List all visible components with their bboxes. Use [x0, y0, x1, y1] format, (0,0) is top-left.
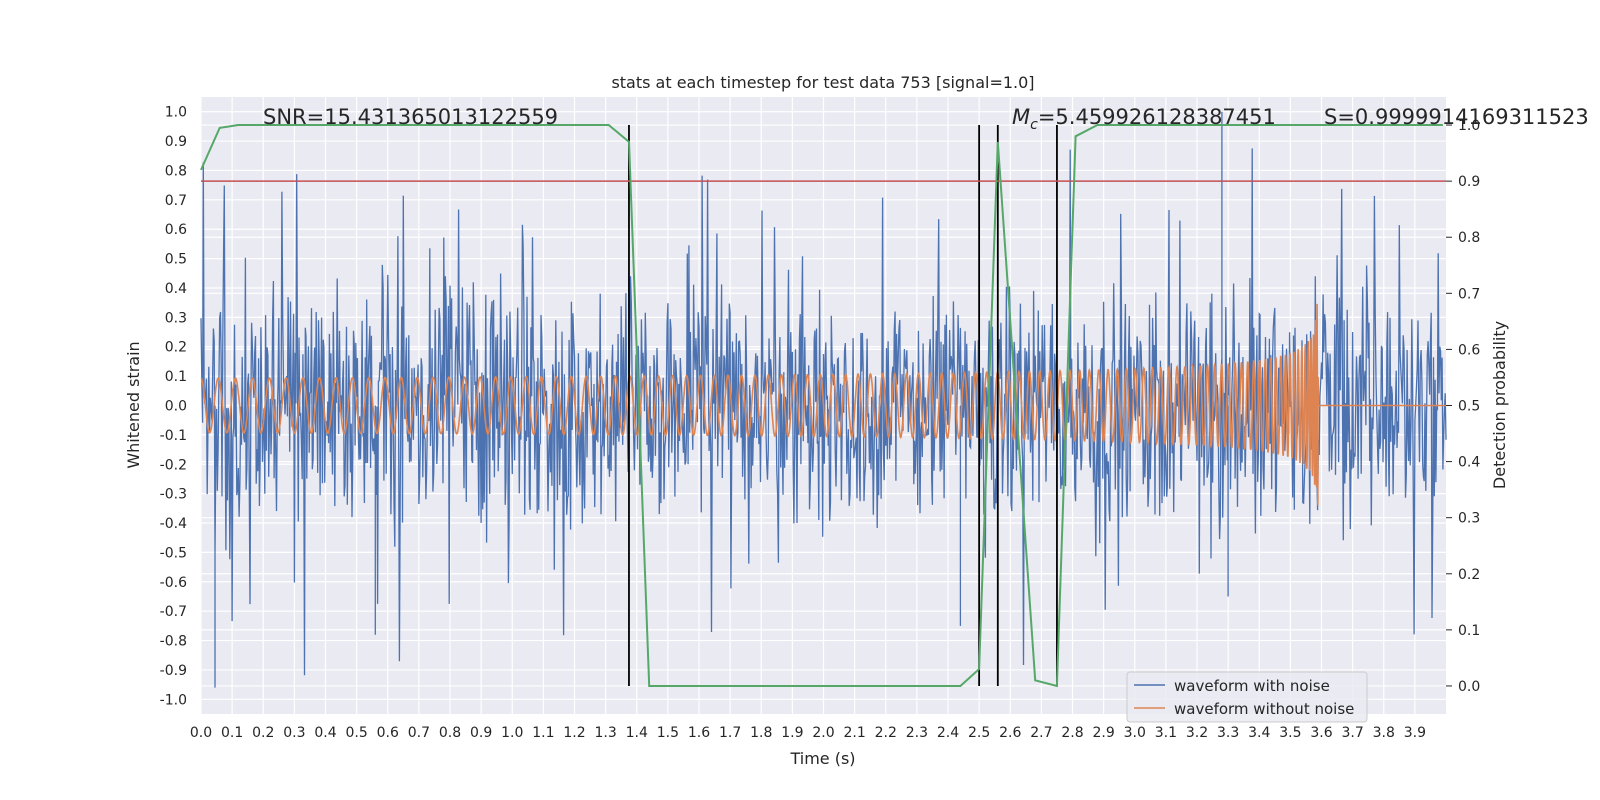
x-tick-label: 3.0 [1124, 725, 1146, 741]
right-y-tick-label: 0.7 [1458, 286, 1480, 302]
x-tick-label: 3.3 [1217, 725, 1239, 741]
x-tick-label: 3.1 [1155, 725, 1177, 741]
right-y-tick-label: 0.5 [1458, 399, 1480, 415]
y-tick-label: -0.4 [160, 516, 187, 532]
right-y-tick-label: 1.0 [1458, 118, 1480, 134]
right-y-tick-label: 0.2 [1458, 567, 1480, 583]
x-tick-label: 0.7 [408, 725, 430, 741]
series-line-waveform-with-noise [200, 111, 1447, 688]
x-tick-label: 2.4 [937, 725, 959, 741]
x-tick-label: 3.5 [1279, 725, 1301, 741]
x-tick-labels: 0.0 0.1 0.2 0.3 0.4 0.5 0.6 0.7 0.8 0.9 1.0 1.1 1.2 1… [190, 725, 1426, 741]
x-tick-label: 3.7 [1341, 725, 1363, 741]
right-y-tick-label: 0.6 [1458, 342, 1480, 358]
right-y-tick-label: 0.4 [1458, 455, 1480, 471]
score-annotation: S=0.9999914169311523 [1324, 105, 1589, 129]
left-y-axis-label: Whitened strain [124, 341, 143, 468]
x-tick-label: 0.0 [190, 725, 212, 741]
x-tick-label: 3.6 [1310, 725, 1332, 741]
right-y-tick-label: 0.9 [1458, 174, 1480, 190]
x-tick-label: 1.2 [563, 725, 585, 741]
right-y-axis-label: Detection probability [1490, 321, 1509, 489]
x-tick-label: 0.9 [470, 725, 492, 741]
right-y-tick-label: 0.1 [1458, 623, 1480, 639]
x-tick-label: 0.1 [221, 725, 243, 741]
x-tick-label: 2.1 [843, 725, 865, 741]
x-tick-label: 1.0 [501, 725, 523, 741]
y-tick-label: -0.8 [160, 634, 187, 650]
x-tick-label: 0.5 [345, 725, 367, 741]
chirp-mass-value: =5.459926128387451 [1038, 105, 1276, 129]
x-tick-label: 2.5 [968, 725, 990, 741]
y-tick-label: -0.9 [160, 663, 187, 679]
y-tick-label: 0.2 [165, 340, 187, 356]
series-line-detection-probability [200, 124, 1443, 688]
y-tick-label: -0.6 [160, 575, 187, 591]
chirp-mass-annotation: Mc=5.459926128387451 [1012, 105, 1276, 133]
y-tick-label: 0.5 [165, 252, 187, 268]
y-tick-label: 0.1 [165, 369, 187, 385]
right-y-tick-label: 0.3 [1458, 511, 1480, 527]
x-tick-label: 3.4 [1248, 725, 1270, 741]
x-tick-label: 1.7 [719, 725, 741, 741]
y-tick-label: 0.4 [165, 281, 187, 297]
x-tick-label: 3.2 [1186, 725, 1208, 741]
y-gridlines [201, 111, 1446, 700]
x-tick-label: 2.0 [812, 725, 834, 741]
y-tick-label: -0.2 [160, 457, 187, 473]
x-tick-label: 1.5 [657, 725, 679, 741]
x-tick-label: 1.4 [626, 725, 648, 741]
vertical-markers [628, 125, 1058, 686]
y-tick-label: -0.5 [160, 545, 187, 561]
x-tick-label: 2.6 [999, 725, 1021, 741]
x-tick-label: 1.9 [781, 725, 803, 741]
legend-box [1126, 671, 1368, 723]
x-tick-label: 3.8 [1373, 725, 1395, 741]
right-y-tick-label: 0.0 [1458, 679, 1480, 695]
y-tick-label: 0.7 [165, 193, 187, 209]
right-y-tick-label: 0.8 [1458, 230, 1480, 246]
y-tick-label: 0.6 [165, 222, 187, 238]
y-tick-label: 0.9 [165, 134, 187, 150]
series-line-waveform-without-noise [200, 303, 1446, 506]
right-y-tick-labels: 1.0 0.9 0.8 0.7 0.6 0.5 0.4 0.3 0.2 0.1 0.0 [1446, 118, 1480, 695]
snr-annotation: SNR=15.431365013122559 [263, 105, 558, 129]
x-tick-label: 0.3 [283, 725, 305, 741]
x-tick-label: 0.4 [314, 725, 336, 741]
x-tick-label: 2.7 [1030, 725, 1052, 741]
legend-label-noise: waveform with noise [1174, 677, 1330, 695]
y-tick-label: -0.1 [160, 428, 187, 444]
chirp-mass-subscript: c [1030, 117, 1038, 133]
probability-layer [200, 124, 1446, 688]
x-tick-label: 1.8 [750, 725, 772, 741]
x-tick-label: 1.3 [594, 725, 616, 741]
x-tick-label: 3.9 [1404, 725, 1426, 741]
x-tick-label: 0.8 [439, 725, 461, 741]
y-tick-label: 0.0 [165, 399, 187, 415]
traces [200, 111, 1447, 688]
left-y-tick-labels: 1.0 0.9 0.8 0.7 0.6 0.5 0.4 0.3 0.2 0.1 0.0 -0.1 -0.… [160, 105, 187, 709]
y-tick-label: -1.0 [160, 692, 187, 708]
x-axis-label: Time (s) [789, 749, 855, 768]
x-tick-label: 0.2 [252, 725, 274, 741]
x-tick-label: 2.2 [875, 725, 897, 741]
x-tick-label: 1.1 [532, 725, 554, 741]
y-tick-label: 1.0 [165, 105, 187, 121]
x-tick-label: 2.3 [906, 725, 928, 741]
legend: waveform with noise waveform without noi… [1126, 671, 1368, 723]
x-tick-label: 2.9 [1092, 725, 1114, 741]
y-tick-label: -0.7 [160, 604, 187, 620]
chart-title: stats at each timestep for test data 753… [611, 73, 1034, 92]
y-tick-label: 0.3 [165, 310, 187, 326]
y-tick-label: 0.8 [165, 163, 187, 179]
y-tick-label: -0.3 [160, 487, 187, 503]
x-tick-label: 2.8 [1061, 725, 1083, 741]
chirp-mass-symbol: M [1012, 105, 1030, 129]
x-tick-label: 0.6 [377, 725, 399, 741]
legend-label-clean: waveform without noise [1174, 700, 1354, 718]
x-tick-label: 1.6 [688, 725, 710, 741]
